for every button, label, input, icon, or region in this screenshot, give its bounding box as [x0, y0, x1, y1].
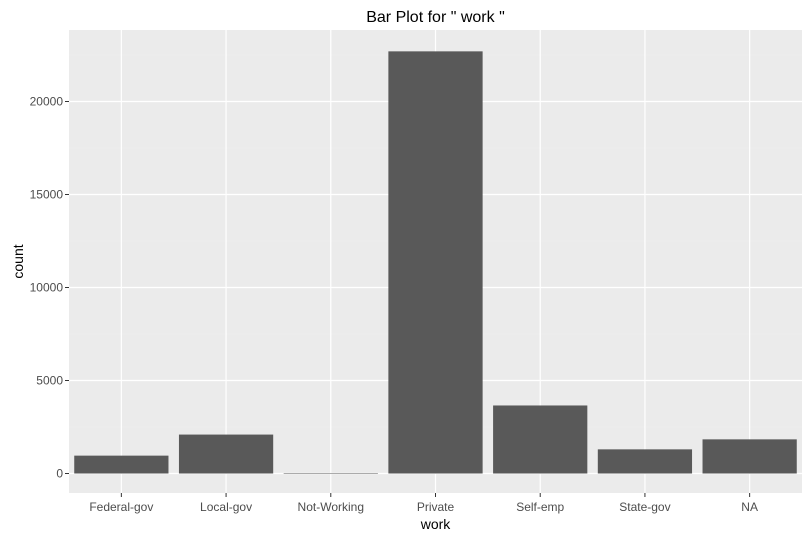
bar — [283, 473, 378, 474]
bar — [597, 449, 693, 474]
y-tick-label: 10000 — [30, 281, 64, 295]
bars — [74, 51, 797, 474]
x-axis: Federal-gov Local-gov Not-Working Private Se… — [89, 493, 758, 514]
y-tick-label: 15000 — [30, 188, 64, 202]
bar — [74, 455, 169, 474]
y-axis: 0 5000 10000 15000 20000 — [30, 95, 69, 481]
y-tick-label: 20000 — [30, 95, 64, 109]
x-axis-title: work — [420, 516, 452, 532]
x-tick-label: Self-emp — [516, 500, 564, 514]
bar — [178, 434, 274, 474]
bar — [702, 439, 797, 474]
x-tick-label: Local-gov — [200, 500, 252, 514]
chart-title: Bar Plot for " work " — [366, 9, 505, 26]
y-axis-title: count — [10, 244, 26, 278]
x-tick-label: Not-Working — [298, 500, 364, 514]
x-tick-label: Private — [417, 500, 455, 514]
bar — [493, 405, 588, 474]
y-tick-label: 5000 — [36, 374, 63, 388]
x-tick-label: NA — [741, 500, 758, 514]
x-tick-label: Federal-gov — [89, 500, 153, 514]
bar — [388, 51, 483, 474]
y-tick-label: 0 — [56, 467, 63, 481]
x-tick-label: State-gov — [619, 500, 670, 514]
